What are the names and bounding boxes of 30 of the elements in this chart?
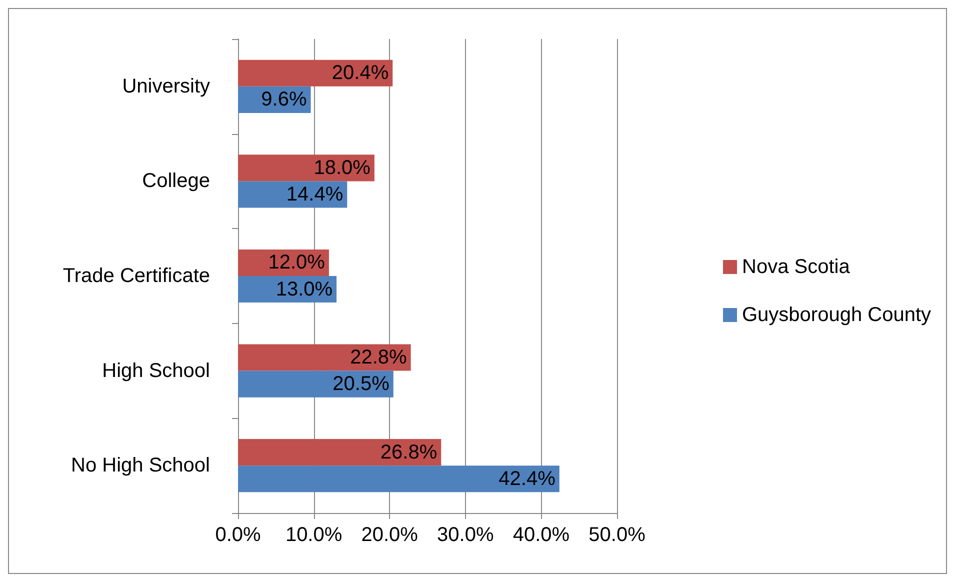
data-label: 26.8% (380, 441, 438, 464)
bar (238, 344, 411, 371)
y-tick-label: College (142, 170, 210, 192)
data-label: 14.4% (286, 183, 344, 206)
y-tick-label: Trade Certificate (62, 265, 210, 287)
x-tick-label: 10.0% (285, 524, 342, 546)
data-label: 20.4% (332, 62, 389, 84)
bar (238, 181, 348, 208)
x-tick-label: 20.0% (361, 524, 418, 546)
x-tick-label: 0.0% (215, 524, 262, 546)
legend-label: Guysborough County (742, 304, 932, 326)
bar (238, 466, 560, 492)
data-label: 12.0% (268, 252, 326, 274)
data-label: 42.4% (498, 468, 556, 490)
x-tick-label: 50.0% (588, 524, 646, 546)
data-label: 18.0% (314, 156, 371, 179)
data-label: 13.0% (276, 278, 333, 300)
x-tick-label: 40.0% (512, 524, 570, 546)
legend-label: Nova Scotia (742, 256, 851, 278)
bar (238, 439, 442, 466)
y-tick-label: University (122, 75, 210, 98)
y-tick-label: High School (102, 360, 210, 382)
data-label: 22.8% (350, 346, 408, 369)
bar (238, 60, 393, 86)
data-label: 20.5% (332, 373, 390, 396)
x-tick-label: 30.0% (437, 524, 494, 546)
bar (238, 154, 374, 182)
data-label: 9.6% (261, 88, 307, 111)
bar (238, 370, 394, 398)
y-tick-label: No High School (71, 454, 210, 477)
